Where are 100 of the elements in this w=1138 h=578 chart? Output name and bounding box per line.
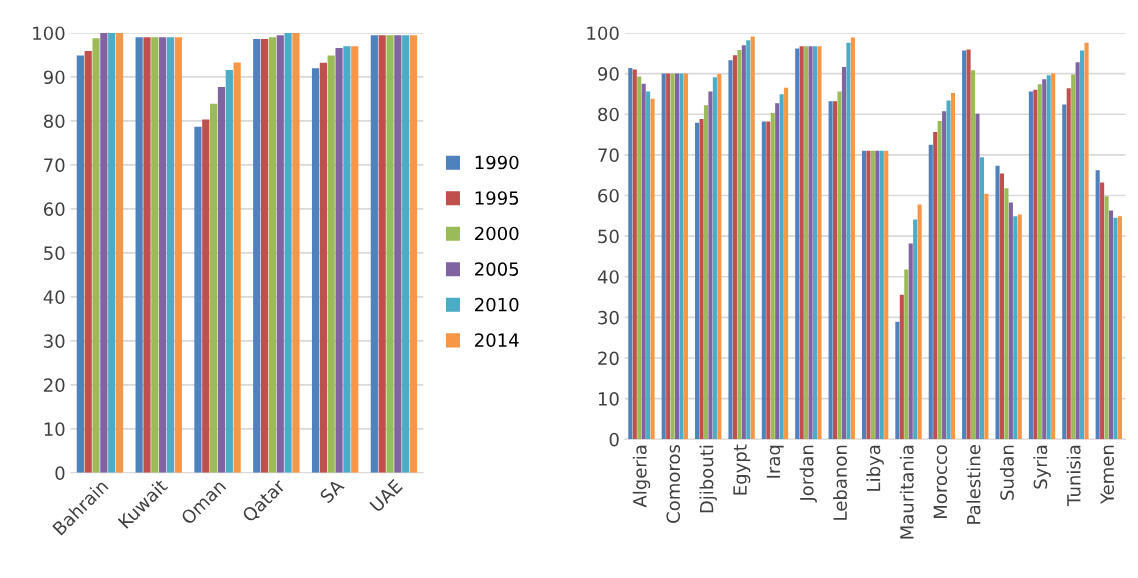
bar xyxy=(1080,50,1085,440)
x-tick-label: Lebanon xyxy=(833,445,847,520)
bar xyxy=(775,103,780,440)
bar xyxy=(194,126,202,473)
x-tick-label: Yemen xyxy=(1100,445,1115,505)
bar xyxy=(1013,216,1018,440)
bar xyxy=(828,101,833,440)
bar xyxy=(268,37,277,473)
legend-label: 1995 xyxy=(475,191,519,205)
bar xyxy=(327,55,335,473)
bar xyxy=(108,32,116,473)
legend-label: 2005 xyxy=(475,262,519,276)
bar xyxy=(850,37,855,440)
bar xyxy=(812,46,818,440)
bar xyxy=(143,37,151,473)
bar xyxy=(1071,74,1076,440)
x-tick-label: Morocco xyxy=(933,445,948,518)
y-tick-label: 0 xyxy=(55,466,65,480)
legend-label: 2014 xyxy=(475,333,519,347)
bar xyxy=(394,35,402,473)
bar xyxy=(260,39,269,473)
bar xyxy=(761,121,766,440)
y-tick-label: 100 xyxy=(587,26,619,41)
bar xyxy=(1008,202,1013,440)
bar xyxy=(737,50,742,440)
bar xyxy=(732,55,737,440)
y-tick-label: 30 xyxy=(44,334,65,348)
bar xyxy=(928,144,933,440)
bar xyxy=(966,49,971,440)
bar xyxy=(995,165,1000,440)
bar xyxy=(76,55,84,473)
bar xyxy=(779,94,784,440)
bar xyxy=(233,62,241,473)
bar xyxy=(174,37,182,473)
bar xyxy=(979,157,984,440)
bar xyxy=(984,193,989,440)
bar xyxy=(904,269,909,440)
bar xyxy=(1075,62,1080,440)
bar xyxy=(1113,217,1118,440)
bar xyxy=(370,35,378,473)
bar xyxy=(1017,214,1022,440)
y-tick-label: 80 xyxy=(598,107,619,122)
bar xyxy=(115,32,124,473)
bar xyxy=(1062,104,1067,440)
bar xyxy=(837,91,842,440)
bar xyxy=(409,35,418,473)
bar xyxy=(913,219,918,440)
bar xyxy=(151,37,159,473)
bar xyxy=(703,105,709,440)
bar xyxy=(1051,73,1056,440)
bar xyxy=(866,150,871,440)
bar xyxy=(1033,89,1038,440)
bar xyxy=(637,76,642,440)
bar xyxy=(217,87,226,473)
bar xyxy=(386,35,394,473)
bar xyxy=(884,150,889,440)
bar xyxy=(628,67,633,440)
bar xyxy=(1037,84,1042,440)
bar xyxy=(942,111,947,440)
bar xyxy=(746,40,751,440)
y-tick-label: 10 xyxy=(44,422,65,436)
x-tick-label: Djibouti xyxy=(699,445,717,513)
bar xyxy=(841,67,847,440)
y-tick-label: 60 xyxy=(43,202,65,217)
bar xyxy=(962,50,967,440)
y-tick-label: 100 xyxy=(33,26,65,41)
bar xyxy=(699,119,704,440)
y-tick-label: 60 xyxy=(598,188,619,203)
bar xyxy=(861,150,867,440)
bar xyxy=(870,150,875,440)
bar xyxy=(159,37,167,473)
legend-label: 1990 xyxy=(475,155,519,170)
bar xyxy=(795,48,800,440)
bar xyxy=(895,321,900,440)
bar xyxy=(92,38,100,473)
bar xyxy=(632,69,637,440)
bar xyxy=(679,73,684,440)
bar xyxy=(937,121,942,440)
x-tick-label: Syria xyxy=(1033,445,1051,489)
bar xyxy=(875,150,880,440)
bar xyxy=(311,68,320,473)
bar xyxy=(899,294,904,440)
bar xyxy=(728,60,733,440)
bar xyxy=(100,32,108,473)
y-tick-label: 20 xyxy=(598,351,619,366)
bar xyxy=(946,100,951,440)
bar xyxy=(917,204,922,440)
bar xyxy=(225,69,233,473)
x-tick-label: Palestine xyxy=(966,445,981,524)
y-tick-label: 70 xyxy=(598,148,619,162)
y-tick-label: 50 xyxy=(44,246,65,260)
x-tick-label: Comoros xyxy=(666,445,681,523)
x-tick-label: Iraq xyxy=(766,445,784,478)
bar xyxy=(276,35,284,473)
bar xyxy=(1100,182,1105,440)
x-tick-label: Sudan xyxy=(999,445,1014,500)
y-tick-label: 10 xyxy=(598,392,619,406)
bar xyxy=(641,83,646,440)
bar xyxy=(343,46,351,473)
legend-label: 2000 xyxy=(475,226,519,241)
